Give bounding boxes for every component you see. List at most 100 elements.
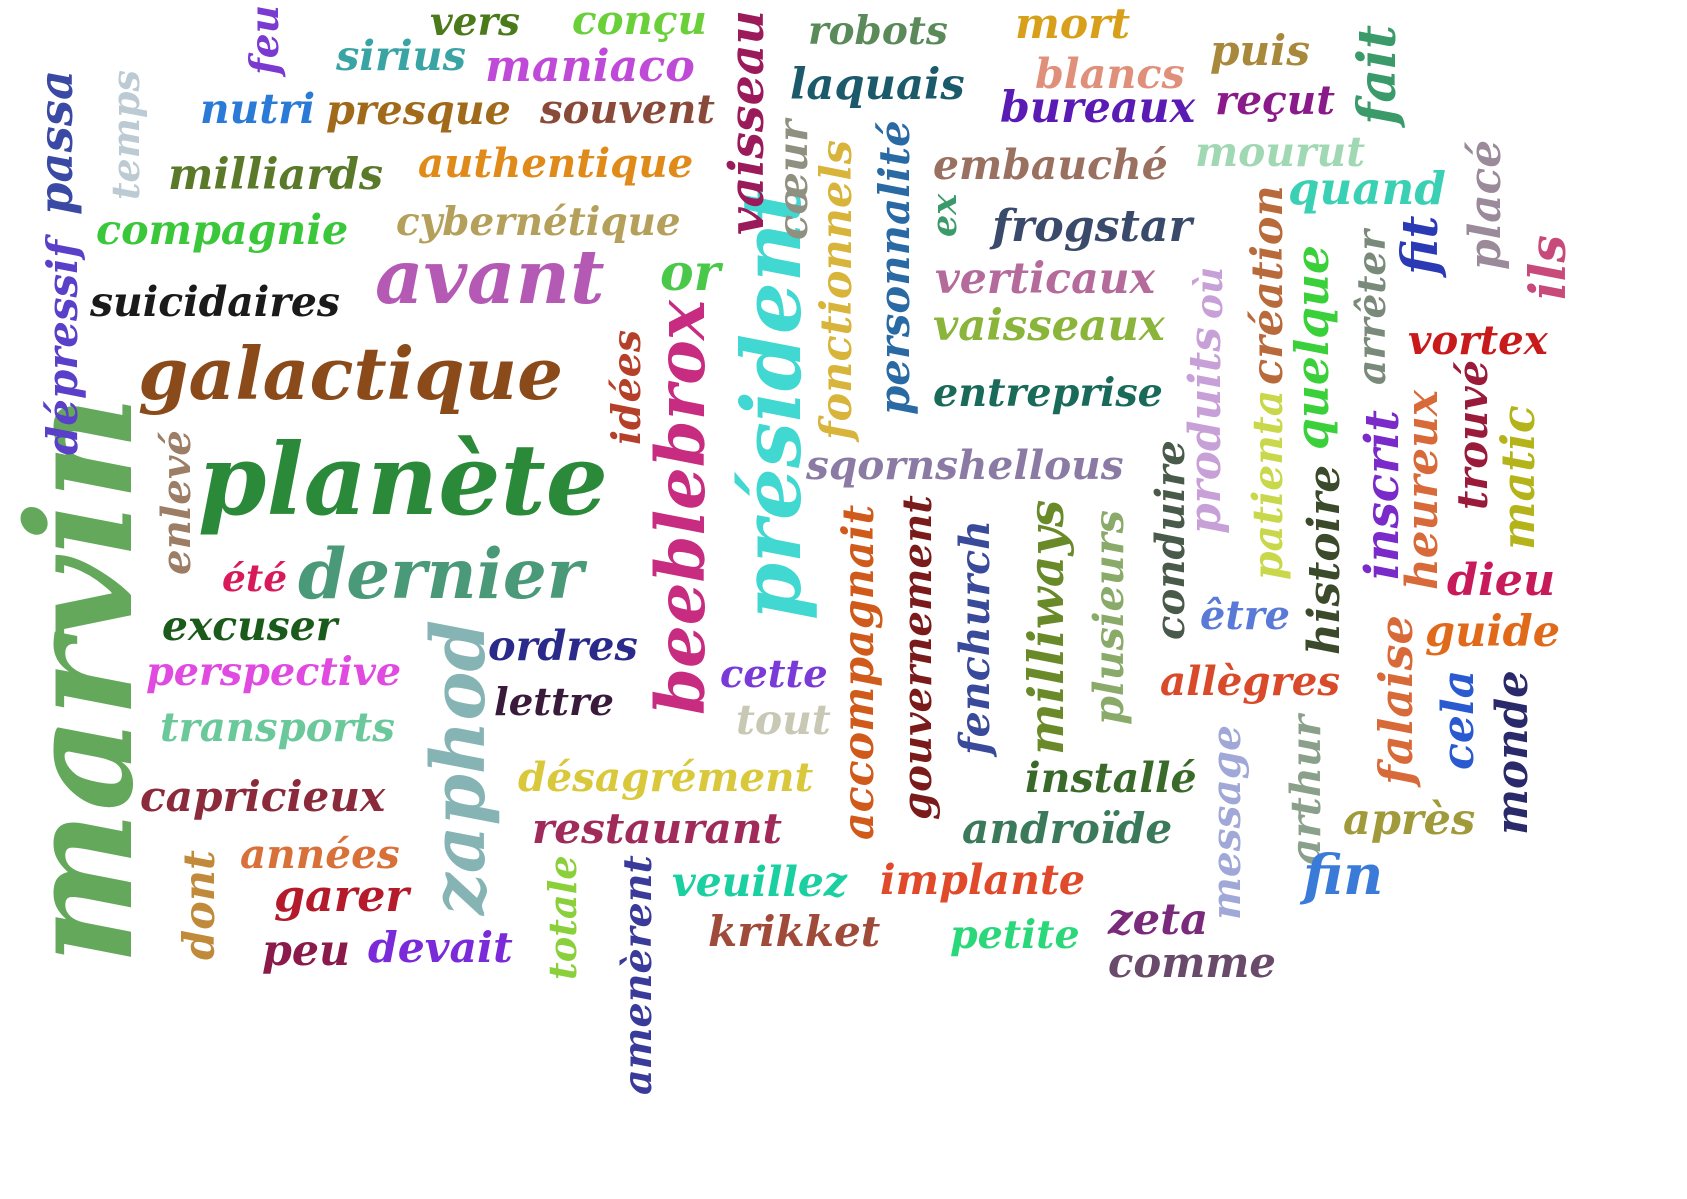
- word-concu: conçu: [572, 0, 707, 44]
- word-fonctionnels: fonctionnels: [812, 140, 862, 440]
- word-beeblebrox: beeblebrox: [640, 300, 720, 715]
- word-fit: fit: [1390, 215, 1449, 275]
- word-veuillez: veuillez: [672, 858, 847, 906]
- word-totale: totale: [541, 855, 586, 980]
- word-marvin: marvin: [0, 394, 166, 965]
- word-apres: après: [1343, 795, 1476, 845]
- word-galactique: galactique: [138, 332, 564, 417]
- word-implante: implante: [880, 855, 1086, 904]
- word-vortex: vortex: [1408, 316, 1548, 364]
- word-frogstar: frogstar: [992, 199, 1192, 252]
- word-planete: planète: [198, 423, 609, 538]
- word-depressif: dépressif: [37, 239, 87, 455]
- word-embauche: embauché: [933, 141, 1168, 189]
- word-annees: années: [240, 829, 400, 878]
- word-fait: fait: [1346, 24, 1408, 125]
- word-peu: peu: [262, 925, 351, 976]
- word-enleve: enlevé: [152, 430, 200, 575]
- word-president: président: [723, 185, 820, 620]
- word-allegres: allègres: [1160, 657, 1341, 705]
- word-histoire: histoire: [1299, 464, 1350, 655]
- word-puis: puis: [1210, 25, 1310, 75]
- word-amenerent: amenèrent: [615, 855, 661, 1095]
- word-personnalite: personnalité: [870, 120, 919, 415]
- word-androide: androïde: [962, 802, 1173, 853]
- word-bureaux: bureaux: [1000, 82, 1196, 133]
- word-accompagnait: accompagnait: [833, 504, 884, 840]
- word-avant: avant: [375, 233, 605, 321]
- word-creation: création: [1242, 185, 1293, 385]
- word-fin: fin: [1303, 843, 1384, 908]
- word-produits: produits: [1179, 326, 1231, 534]
- word-robots: robots: [808, 7, 948, 54]
- word-cela: cela: [1433, 669, 1484, 770]
- word-gouvernement: gouvernement: [894, 495, 941, 820]
- word-ordres: ordres: [488, 620, 638, 670]
- word-blancs: blancs: [1035, 48, 1185, 98]
- word-souvent: souvent: [540, 86, 715, 133]
- word-cette: cette: [720, 652, 828, 697]
- word-message: message: [1201, 725, 1250, 920]
- word-coeur: cœur: [767, 120, 817, 240]
- word-dont: dont: [175, 850, 225, 960]
- word-dieu: dieu: [1447, 554, 1556, 606]
- word-transports: transports: [160, 703, 395, 751]
- word-falaise: falaise: [1368, 615, 1423, 785]
- word-temps: temps: [103, 70, 148, 200]
- word-or: or: [660, 242, 721, 302]
- word-excuser: excuser: [162, 601, 338, 650]
- word-cybernetique: cybernétique: [396, 199, 681, 245]
- word-authentique: authentique: [418, 138, 694, 187]
- word-sqornshellous: sqornshellous: [806, 441, 1124, 489]
- word-garer: garer: [274, 870, 409, 922]
- word-ete: été: [222, 556, 288, 600]
- word-suicidaires: suicidaires: [90, 278, 340, 326]
- word-zeta: zeta: [1108, 893, 1209, 945]
- word-tout: tout: [736, 695, 831, 744]
- word-matic: matic: [1491, 405, 1545, 550]
- word-lettre: lettre: [494, 679, 615, 725]
- word-verticaux: verticaux: [935, 253, 1156, 304]
- word-quand: quand: [1288, 161, 1446, 215]
- word-dernier: dernier: [298, 533, 584, 615]
- word-petite: petite: [950, 912, 1080, 958]
- word-maniaco: maniaco: [485, 39, 695, 92]
- word-devait: devait: [368, 922, 513, 973]
- word-plusieurs: plusieurs: [1083, 510, 1133, 725]
- word-milliways: milliways: [1016, 499, 1075, 755]
- word-milliards: milliards: [168, 150, 384, 200]
- word-restaurant: restaurant: [532, 802, 783, 853]
- word-recut: reçut: [1215, 75, 1335, 124]
- word-perspective: perspective: [146, 648, 402, 695]
- word-ex: ex: [923, 193, 965, 237]
- word-entreprise: entreprise: [933, 370, 1163, 416]
- word-ou: où: [1187, 266, 1231, 319]
- word-trouve: trouvé: [1447, 359, 1497, 510]
- word-laquais: laquais: [790, 58, 965, 110]
- word-mourut: mourut: [1195, 127, 1366, 176]
- word-place: placé: [1459, 139, 1511, 270]
- word-arreter: arrêter: [1348, 230, 1395, 385]
- word-comme: comme: [1108, 937, 1276, 987]
- word-sirius: sirius: [336, 31, 466, 80]
- word-vers: vers: [430, 0, 520, 45]
- word-vaisseaux: vaisseaux: [933, 300, 1165, 351]
- word-fenchurch: fenchurch: [950, 519, 999, 755]
- word-ils: ils: [1518, 234, 1577, 300]
- word-krikket: krikket: [708, 905, 881, 956]
- word-mort: mort: [1015, 0, 1131, 48]
- word-etre: être: [1200, 593, 1290, 639]
- word-zaphod: zaphod: [415, 620, 502, 915]
- word-vaisseau: vaisseau: [718, 10, 775, 235]
- word-nutri: nutri: [200, 85, 316, 133]
- word-desagrement: désagrément: [518, 753, 814, 801]
- word-guide: guide: [1425, 607, 1561, 657]
- word-feu: feu: [242, 4, 288, 75]
- word-presque: presque: [326, 85, 511, 134]
- word-heureux: heureux: [1396, 390, 1448, 590]
- word-quelque: quelque: [1285, 245, 1339, 450]
- word-monde: monde: [1486, 670, 1538, 835]
- word-passa: passa: [27, 69, 83, 215]
- word-patienta: patienta: [1243, 389, 1292, 580]
